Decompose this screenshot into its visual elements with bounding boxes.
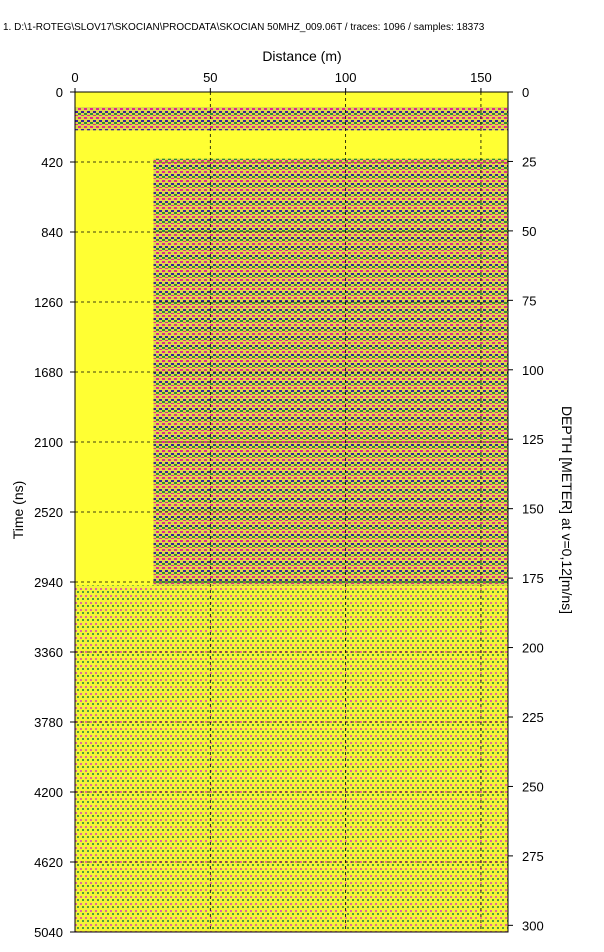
y2-tick-label-1: 25 [522,154,536,169]
x-tick-label-0: 0 [71,70,78,85]
y-axis-label: Time (ns) [10,480,26,540]
x-tick-label-1: 50 [203,70,217,85]
y2-tick-label-4: 100 [522,363,544,378]
y2-tick-label-11: 275 [522,849,544,864]
y2-tick-label-10: 250 [522,779,544,794]
y-tick-label-5: 2100 [34,435,63,450]
x-tick-label-2: 100 [335,70,357,85]
direct-wave [75,107,508,131]
y-tick-label-7: 2940 [34,575,63,590]
y2-tick-label-0: 0 [522,85,529,100]
y-tick-label-4: 1680 [34,365,63,380]
traces-label: traces: [350,22,381,33]
y-tick-label-8: 3360 [34,645,63,660]
y-tick-label-2: 840 [41,225,63,240]
y2-axis-ticks: 0 25 50 75 100 125 150 175 200 225 250 275 300 [508,85,544,933]
samples-count: 18373 [456,22,485,33]
y-tick-label-3: 1260 [34,295,63,310]
y-tick-label-1: 420 [41,155,63,170]
y2-tick-label-5: 125 [522,432,544,447]
y2-tick-label-3: 75 [522,293,536,308]
y-tick-label-6: 2520 [34,505,63,520]
traces-count: 1096 [383,22,406,33]
x-tick-label-3: 150 [470,70,492,85]
y2-tick-label-8: 200 [522,641,544,656]
noise-region [75,585,508,932]
y2-tick-label-12: 300 [522,918,544,933]
file-path: 1. D:\1-ROTEG\SLOV17\SKOCIAN\PROCDATA\SK… [3,22,342,33]
y-axis-ticks: 0 420 840 1260 1680 2100 2520 2940 3360 3780 4200 4… [34,85,75,940]
y-tick-label-11: 4620 [34,855,63,870]
y-tick-label-9: 3780 [34,715,63,730]
y2-tick-label-6: 150 [522,502,544,517]
y-tick-label-10: 4200 [34,785,63,800]
chart-title: Distance (m) [262,48,342,64]
y-tick-label-12: 5040 [34,925,63,940]
y2-axis-label: DEPTH [METER] at v=0,12[m/ns] [559,405,575,615]
y2-tick-label-7: 175 [522,571,544,586]
x-axis-ticks: 0 50 100 150 [71,70,492,92]
y2-tick-label-9: 225 [522,710,544,725]
file-header: 1. D:\1-ROTEG\SLOV17\SKOCIAN\PROCDATA\SK… [3,22,485,33]
y2-tick-label-2: 50 [522,224,536,239]
samples-label: samples: [413,22,454,33]
y-tick-label-0: 0 [56,85,63,100]
